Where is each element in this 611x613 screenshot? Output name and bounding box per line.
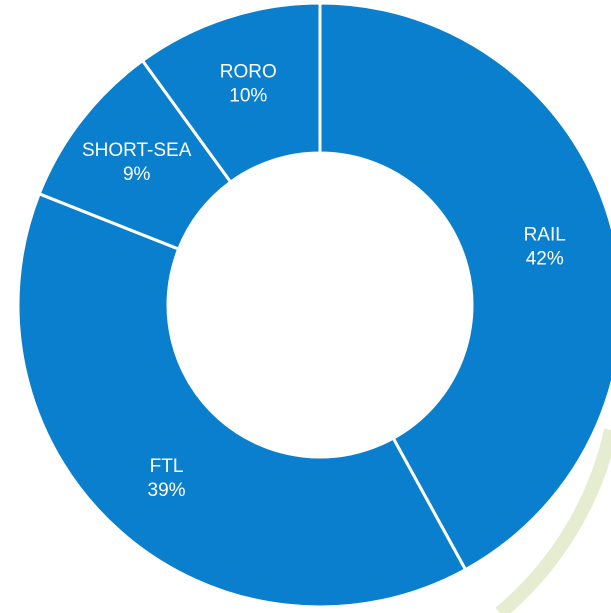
value-label: 9% bbox=[123, 164, 151, 185]
donut-slice bbox=[140, 1, 322, 185]
category-label: RAIL bbox=[524, 224, 566, 245]
category-label: RORO bbox=[220, 61, 277, 82]
value-label: 39% bbox=[148, 480, 186, 501]
background-decoration bbox=[495, 428, 611, 613]
value-label: 10% bbox=[229, 85, 267, 106]
category-label: SHORT-SEA bbox=[82, 140, 192, 161]
donut-slice bbox=[318, 1, 611, 572]
category-label: FTL bbox=[150, 456, 184, 477]
donut-slice bbox=[16, 191, 468, 609]
labels: RAIL 42% FTL 39% SHORT-SEA 9% RORO 10% bbox=[82, 61, 566, 501]
donut bbox=[16, 1, 611, 609]
value-label: 42% bbox=[526, 248, 564, 269]
